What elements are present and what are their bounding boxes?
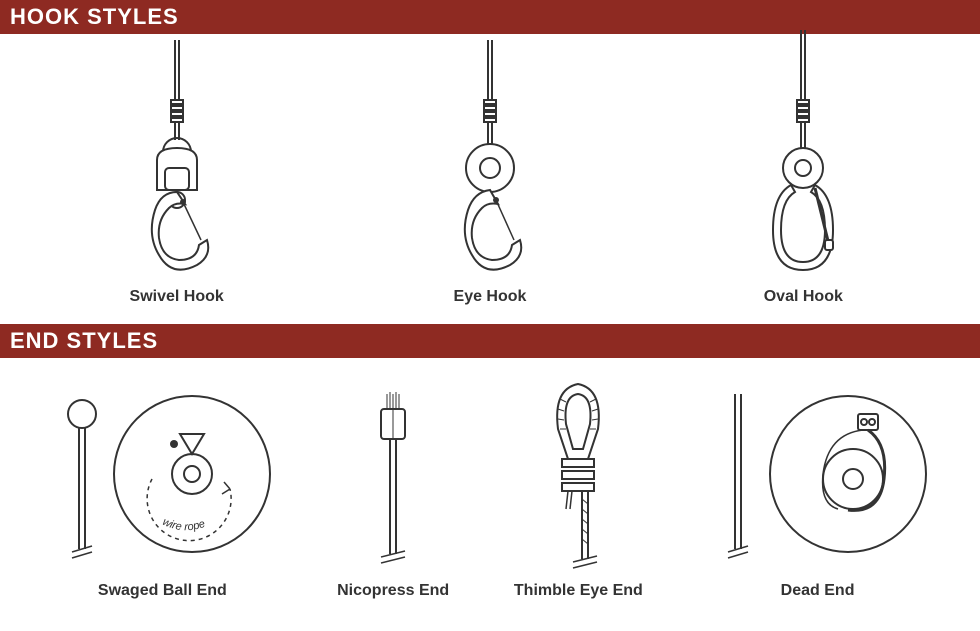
thimble-eye-illustration <box>518 374 638 574</box>
eye-hook-label: Eye Hook <box>454 288 527 306</box>
nicopress-illustration <box>343 374 443 574</box>
end-row: wire rope Swaged Ball End <box>0 358 980 618</box>
thimble-eye-item: Thimble Eye End <box>514 374 643 600</box>
nicopress-item: Nicopress End <box>337 374 449 600</box>
nicopress-label: Nicopress End <box>337 582 449 600</box>
oval-hook-illustration <box>743 30 863 280</box>
eye-hook-illustration <box>430 40 550 280</box>
swaged-ball-item: wire rope Swaged Ball End <box>52 374 272 600</box>
eye-hook-item: Eye Hook <box>430 40 550 306</box>
swivel-hook-illustration <box>117 40 237 280</box>
oval-hook-item: Oval Hook <box>743 30 863 306</box>
dead-end-label: Dead End <box>781 582 855 600</box>
hook-styles-header: HOOK STYLES <box>0 0 980 34</box>
swivel-hook-item: Swivel Hook <box>117 40 237 306</box>
end-styles-header: END STYLES <box>0 324 980 358</box>
thimble-eye-label: Thimble Eye End <box>514 582 643 600</box>
swivel-hook-label: Swivel Hook <box>130 288 224 306</box>
dead-end-illustration <box>708 374 928 574</box>
dead-end-item: Dead End <box>708 374 928 600</box>
oval-hook-label: Oval Hook <box>764 288 843 306</box>
hook-row: Swivel Hook <box>0 34 980 324</box>
swaged-ball-illustration: wire rope <box>52 374 272 574</box>
swaged-ball-label: Swaged Ball End <box>98 582 227 600</box>
